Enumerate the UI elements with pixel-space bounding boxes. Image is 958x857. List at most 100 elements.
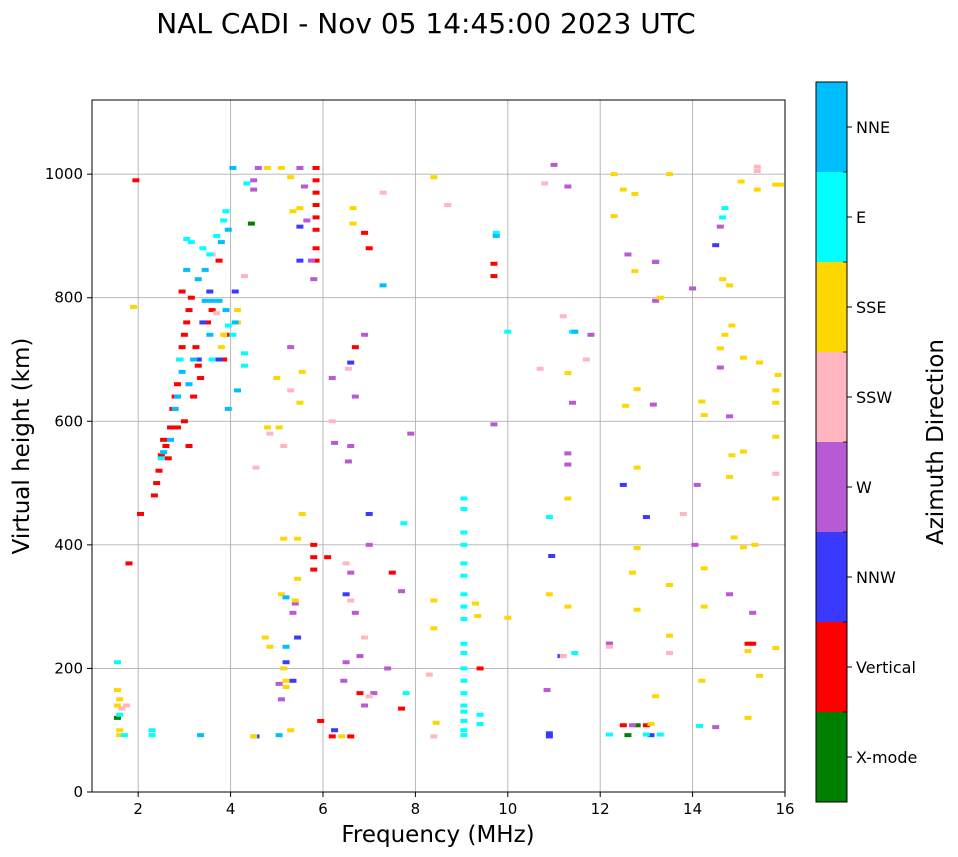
data-point <box>721 206 729 211</box>
data-point <box>187 295 195 300</box>
data-point <box>772 182 780 187</box>
data-point <box>277 165 285 170</box>
data-point <box>328 376 336 381</box>
data-point <box>568 400 576 405</box>
data-point <box>178 345 186 350</box>
data-point <box>312 258 320 263</box>
data-point <box>328 419 336 424</box>
data-point <box>215 357 223 362</box>
data-point <box>116 728 124 733</box>
data-point <box>291 598 299 603</box>
data-point <box>282 678 290 683</box>
data-point <box>649 402 657 407</box>
data-point <box>356 654 364 659</box>
x-tick-label: 12 <box>591 800 610 818</box>
data-point <box>296 165 304 170</box>
data-point <box>698 678 706 683</box>
x-tick-label: 8 <box>411 800 421 818</box>
data-point <box>737 179 745 184</box>
data-point <box>113 715 121 720</box>
data-point <box>264 425 272 430</box>
data-point <box>190 357 198 362</box>
data-point <box>772 646 780 651</box>
data-point <box>772 434 780 439</box>
data-point <box>160 437 168 442</box>
data-point <box>739 545 747 550</box>
data-point <box>652 694 660 699</box>
data-point <box>460 530 468 535</box>
data-point <box>744 641 752 646</box>
data-point <box>312 178 320 183</box>
plot-area: 2 4 6 8 10 12 14 16 0 200 400 600 800 1000 <box>45 99 795 818</box>
data-point <box>217 345 225 350</box>
data-point <box>113 703 121 708</box>
data-point <box>173 382 181 387</box>
data-point <box>712 243 720 248</box>
data-point <box>240 351 248 356</box>
data-point <box>199 246 207 251</box>
data-point <box>582 357 590 362</box>
data-point <box>719 215 727 220</box>
colorbar-frame <box>815 81 848 803</box>
data-point <box>301 184 309 189</box>
data-point <box>460 728 468 733</box>
data-point <box>215 298 223 303</box>
data-point <box>229 332 237 337</box>
data-point <box>289 209 297 214</box>
data-point <box>351 345 359 350</box>
data-point <box>282 644 290 649</box>
data-point <box>351 394 359 399</box>
data-point <box>564 184 572 189</box>
data-point <box>183 320 191 325</box>
data-point <box>541 181 549 186</box>
data-point <box>693 482 701 487</box>
data-point <box>243 181 251 186</box>
data-point <box>388 570 396 575</box>
data-point <box>642 515 650 520</box>
data-point <box>749 641 757 646</box>
data-point <box>772 400 780 405</box>
data-point <box>192 345 200 350</box>
data-point <box>460 617 468 621</box>
data-point <box>647 722 655 727</box>
data-point <box>460 604 468 609</box>
data-point <box>208 357 216 362</box>
data-point <box>726 474 734 479</box>
data-point <box>148 733 156 738</box>
data-point <box>490 422 498 427</box>
data-point <box>173 394 181 399</box>
data-point <box>504 615 512 620</box>
data-point <box>430 598 438 603</box>
data-point <box>222 308 230 313</box>
data-point <box>155 468 163 473</box>
data-point <box>167 437 175 442</box>
data-point <box>444 203 452 208</box>
data-point <box>213 311 221 316</box>
data-point <box>776 182 784 187</box>
data-point <box>753 187 761 192</box>
colorbar-label: Azimuth Direction <box>923 339 949 545</box>
colorbar-swatch-nne <box>816 82 847 172</box>
data-point <box>772 388 780 393</box>
data-point <box>629 723 637 728</box>
data-point <box>349 221 357 226</box>
data-point <box>536 366 544 371</box>
data-point <box>460 733 468 738</box>
data-point <box>204 320 211 325</box>
data-point <box>180 419 188 424</box>
data-point <box>287 728 295 733</box>
data-point <box>700 566 708 571</box>
data-point <box>610 214 618 219</box>
data-point <box>331 440 339 445</box>
data-point <box>294 576 302 581</box>
data-point <box>633 607 641 612</box>
y-tick-label: 1000 <box>45 165 83 183</box>
data-point <box>460 691 468 696</box>
data-point <box>347 734 355 739</box>
data-point <box>605 644 613 649</box>
data-point <box>289 678 297 683</box>
data-point <box>178 289 186 294</box>
data-point <box>240 274 248 279</box>
data-point <box>220 218 228 223</box>
